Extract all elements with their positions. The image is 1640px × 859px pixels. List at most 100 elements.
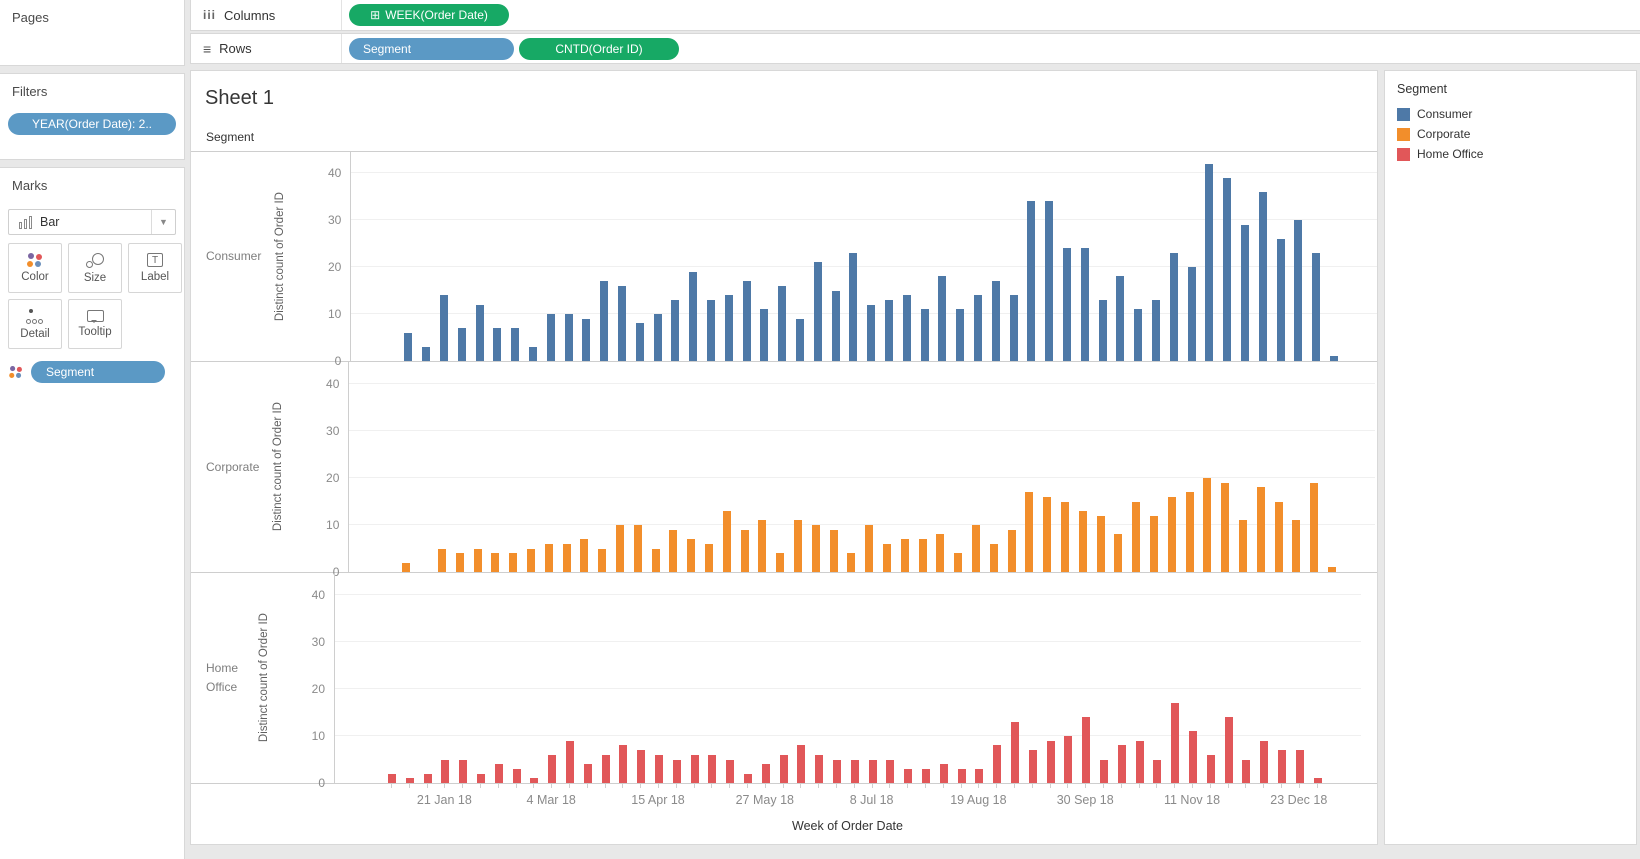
- bar[interactable]: [1274, 501, 1283, 572]
- bar[interactable]: [939, 764, 948, 783]
- bar[interactable]: [1260, 740, 1269, 783]
- bar[interactable]: [1100, 759, 1108, 783]
- bar[interactable]: [526, 548, 535, 572]
- plot-area[interactable]: [348, 362, 1376, 572]
- bar[interactable]: [511, 328, 520, 361]
- bar[interactable]: [580, 539, 589, 572]
- bar[interactable]: [402, 562, 411, 572]
- bar[interactable]: [422, 346, 431, 361]
- bar[interactable]: [989, 543, 998, 572]
- bar[interactable]: [744, 773, 752, 783]
- bar[interactable]: [882, 543, 891, 572]
- bar[interactable]: [936, 534, 945, 572]
- bar[interactable]: [1007, 529, 1016, 572]
- columns-shelf[interactable]: iii Columns ⊞ WEEK(Order Date): [190, 0, 1640, 31]
- bar[interactable]: [455, 553, 464, 572]
- bar[interactable]: [598, 548, 607, 572]
- bar[interactable]: [405, 778, 414, 783]
- bar[interactable]: [776, 553, 785, 572]
- bar[interactable]: [793, 520, 802, 572]
- color-button[interactable]: Color: [8, 243, 62, 293]
- bar[interactable]: [1043, 496, 1052, 572]
- bar[interactable]: [708, 754, 717, 783]
- bar[interactable]: [655, 754, 663, 783]
- bar[interactable]: [884, 299, 893, 361]
- bar[interactable]: [1292, 520, 1301, 572]
- label-button[interactable]: T Label: [128, 243, 182, 293]
- bar[interactable]: [922, 768, 930, 783]
- plot-area[interactable]: [334, 573, 1361, 783]
- bar[interactable]: [548, 754, 557, 783]
- bar[interactable]: [813, 262, 822, 361]
- bar[interactable]: [1258, 191, 1267, 361]
- bar[interactable]: [973, 295, 982, 361]
- bar[interactable]: [1134, 309, 1143, 361]
- y-axis-ticks[interactable]: 0 10 20 30 40: [299, 152, 350, 368]
- y-axis-title[interactable]: Distinct count of Order ID: [258, 613, 270, 743]
- bar[interactable]: [833, 759, 841, 783]
- bar[interactable]: [404, 332, 413, 361]
- bar[interactable]: [562, 543, 571, 572]
- bar[interactable]: [904, 768, 913, 783]
- bar[interactable]: [1151, 299, 1160, 361]
- bar[interactable]: [704, 543, 713, 572]
- bar[interactable]: [1313, 778, 1322, 783]
- y-axis-title[interactable]: Distinct count of Order ID: [274, 191, 287, 322]
- bar[interactable]: [437, 548, 446, 572]
- expand-plus-icon[interactable]: ⊞: [370, 8, 381, 22]
- bar[interactable]: [971, 525, 980, 572]
- bar[interactable]: [867, 304, 876, 361]
- bar[interactable]: [475, 304, 484, 361]
- bar[interactable]: [690, 754, 699, 783]
- pill-segment[interactable]: Segment: [349, 37, 514, 60]
- bar[interactable]: [954, 553, 963, 572]
- bar[interactable]: [920, 309, 929, 361]
- bar[interactable]: [1149, 515, 1158, 572]
- bar[interactable]: [583, 764, 592, 783]
- bar[interactable]: [797, 745, 806, 783]
- bar[interactable]: [1045, 201, 1054, 361]
- bar[interactable]: [1223, 177, 1232, 361]
- bar[interactable]: [1171, 703, 1180, 783]
- detail-button[interactable]: Detail: [8, 299, 62, 349]
- bar[interactable]: [1060, 501, 1069, 572]
- bar[interactable]: [1310, 482, 1319, 572]
- bar[interactable]: [669, 529, 678, 572]
- bar[interactable]: [615, 525, 624, 572]
- bar[interactable]: [633, 525, 642, 572]
- bar[interactable]: [1025, 492, 1034, 572]
- bar[interactable]: [1027, 201, 1036, 361]
- y-axis-title[interactable]: Distinct count of Order ID: [272, 402, 285, 532]
- bar[interactable]: [779, 754, 788, 783]
- bar[interactable]: [441, 759, 450, 783]
- bar[interactable]: [1312, 252, 1321, 361]
- bar[interactable]: [1062, 248, 1071, 361]
- bar[interactable]: [473, 548, 482, 572]
- row-label[interactable]: Consumer: [206, 249, 262, 264]
- bar[interactable]: [1046, 740, 1055, 783]
- bar[interactable]: [1167, 496, 1176, 572]
- bar[interactable]: [938, 276, 947, 361]
- y-axis-ticks[interactable]: 0 10 20 30 40: [297, 362, 348, 579]
- rows-shelf[interactable]: ≡ Rows Segment CNTD(Order ID): [190, 33, 1640, 64]
- bar[interactable]: [1294, 220, 1303, 361]
- bar[interactable]: [617, 285, 626, 361]
- bar[interactable]: [956, 309, 965, 361]
- bar[interactable]: [1238, 520, 1247, 572]
- bar[interactable]: [1240, 224, 1249, 361]
- bar[interactable]: [831, 290, 840, 361]
- bar[interactable]: [582, 318, 591, 361]
- size-button[interactable]: Size: [68, 243, 122, 293]
- bar[interactable]: [601, 754, 610, 783]
- pages-shelf[interactable]: Pages: [0, 0, 185, 66]
- bar[interactable]: [1169, 252, 1178, 361]
- bar[interactable]: [815, 754, 824, 783]
- bar[interactable]: [1185, 492, 1194, 572]
- bar[interactable]: [706, 299, 715, 361]
- bar[interactable]: [1189, 731, 1197, 783]
- bar[interactable]: [902, 295, 911, 361]
- bar[interactable]: [651, 548, 660, 572]
- bar[interactable]: [740, 529, 749, 572]
- pill-cntd-order-id[interactable]: CNTD(Order ID): [519, 37, 679, 60]
- mark-type-dropdown[interactable]: Bar ▼: [8, 209, 176, 235]
